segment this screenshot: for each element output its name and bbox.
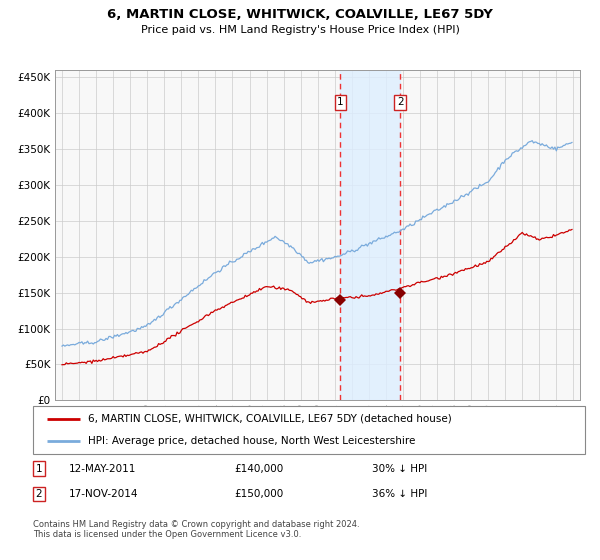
Bar	[340, 70, 400, 400]
Text: 1: 1	[337, 97, 344, 108]
Text: £140,000: £140,000	[234, 464, 283, 474]
FancyBboxPatch shape	[33, 406, 585, 454]
Text: 30% ↓ HPI: 30% ↓ HPI	[372, 464, 427, 474]
Text: 2: 2	[35, 489, 43, 499]
Text: 1: 1	[35, 464, 43, 474]
Text: 6, MARTIN CLOSE, WHITWICK, COALVILLE, LE67 5DY (detached house): 6, MARTIN CLOSE, WHITWICK, COALVILLE, LE…	[88, 414, 452, 424]
Text: 36% ↓ HPI: 36% ↓ HPI	[372, 489, 427, 499]
Text: 17-NOV-2014: 17-NOV-2014	[69, 489, 139, 499]
Text: 6, MARTIN CLOSE, WHITWICK, COALVILLE, LE67 5DY: 6, MARTIN CLOSE, WHITWICK, COALVILLE, LE…	[107, 8, 493, 21]
Text: Price paid vs. HM Land Registry's House Price Index (HPI): Price paid vs. HM Land Registry's House …	[140, 25, 460, 35]
Text: £150,000: £150,000	[234, 489, 283, 499]
Text: 2: 2	[397, 97, 403, 108]
Text: 12-MAY-2011: 12-MAY-2011	[69, 464, 136, 474]
Text: Contains HM Land Registry data © Crown copyright and database right 2024.
This d: Contains HM Land Registry data © Crown c…	[33, 520, 359, 539]
Text: HPI: Average price, detached house, North West Leicestershire: HPI: Average price, detached house, Nort…	[88, 436, 416, 446]
